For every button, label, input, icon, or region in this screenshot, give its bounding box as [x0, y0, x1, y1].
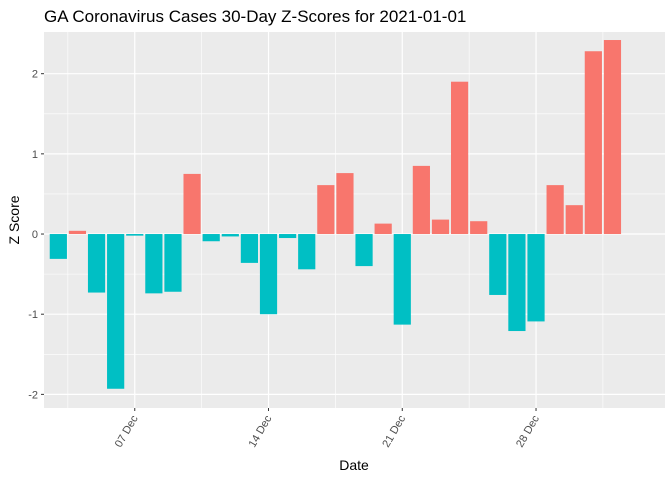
bar-2021-01-01 — [603, 40, 622, 235]
bar-2020-12-06 — [107, 234, 125, 389]
bar-2020-12-09 — [164, 234, 182, 292]
bar-2020-12-16 — [298, 234, 316, 270]
x-tick-label: 14 Dec — [247, 413, 275, 450]
bar-2020-12-28 — [527, 234, 545, 322]
bar-2020-12-31 — [584, 51, 602, 235]
bar-2020-12-25 — [470, 221, 488, 235]
x-tick-label: 07 Dec — [113, 413, 141, 450]
bar-2020-12-21 — [393, 234, 411, 325]
bar-2020-12-04 — [68, 230, 87, 235]
bar-2020-12-18 — [336, 173, 354, 235]
bar-2020-12-13 — [240, 234, 259, 263]
y-axis-title: Z Score — [6, 195, 22, 244]
bar-2020-12-20 — [374, 223, 392, 235]
y-tick-label: 1 — [32, 149, 38, 161]
x-axis: 07 Dec 14 Dec 21 Dec 28 Dec — [113, 408, 542, 450]
y-tick-label: 0 — [32, 229, 38, 241]
bar-2020-12-29 — [546, 185, 564, 235]
bar-2020-12-17 — [317, 185, 335, 235]
bar-2020-12-14 — [259, 234, 278, 315]
bar-2020-12-19 — [355, 234, 373, 267]
x-tick-label: 28 Dec — [514, 413, 542, 450]
bar-2020-12-12 — [221, 234, 239, 237]
y-tick-label: 2 — [32, 69, 38, 81]
bar-2020-12-30 — [565, 205, 583, 235]
chart-title: GA Coronavirus Cases 30-Day Z-Scores for… — [44, 7, 466, 26]
x-axis-title: Date — [339, 457, 369, 473]
bar-2020-12-15 — [279, 234, 297, 239]
y-tick-label: -1 — [28, 309, 38, 321]
major-gridlines — [44, 32, 665, 408]
bar-2020-12-11 — [202, 234, 220, 242]
bar-2020-12-27 — [508, 234, 526, 332]
bar-2020-12-22 — [412, 165, 430, 235]
bar-2020-12-08 — [145, 234, 163, 294]
bar-2020-12-26 — [489, 234, 507, 295]
x-tick-label: 21 Dec — [380, 413, 408, 450]
bar-2020-12-23 — [431, 219, 450, 235]
y-tick-label: -2 — [28, 389, 38, 401]
bar-2020-12-24 — [450, 81, 469, 235]
bar-2020-12-05 — [87, 234, 106, 293]
bars — [49, 40, 622, 389]
y-axis: -2 -1 0 1 2 — [28, 69, 44, 401]
bar-2020-12-03 — [49, 234, 67, 259]
bar-2020-12-07 — [126, 234, 144, 236]
bar-2020-12-10 — [183, 173, 201, 235]
